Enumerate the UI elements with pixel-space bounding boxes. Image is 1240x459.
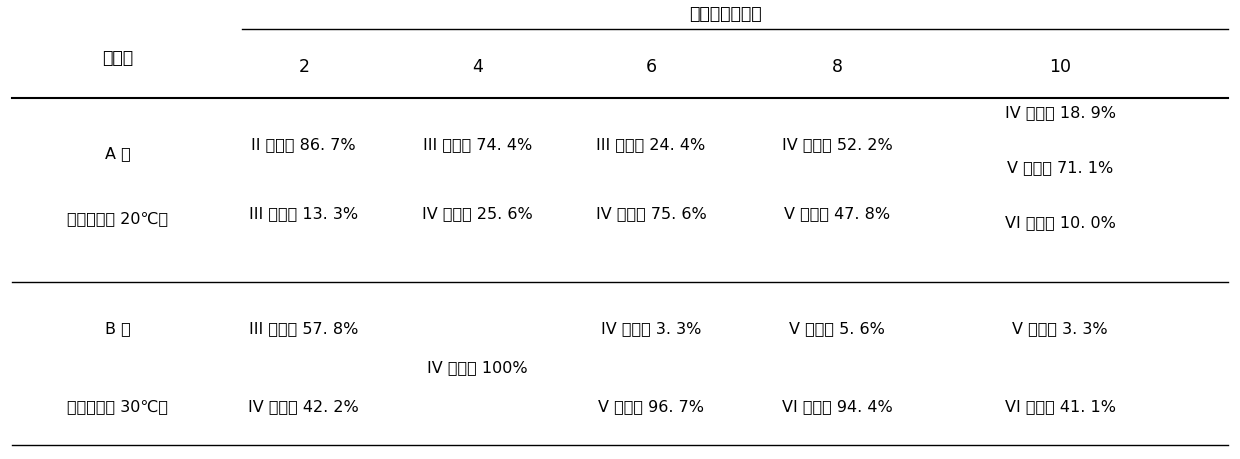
Text: III 期幼虫 24. 4%: III 期幼虫 24. 4% bbox=[596, 137, 706, 152]
Text: V 期幼虫 47. 8%: V 期幼虫 47. 8% bbox=[784, 206, 890, 221]
Text: IV 期幼虫 18. 9%: IV 期幼虫 18. 9% bbox=[1004, 105, 1116, 120]
Text: VI 期幼虫 10. 0%: VI 期幼虫 10. 0% bbox=[1004, 215, 1116, 230]
Text: II 期幼虫 86. 7%: II 期幼虫 86. 7% bbox=[252, 137, 356, 152]
Text: III 期幼虫 57. 8%: III 期幼虫 57. 8% bbox=[249, 321, 358, 336]
Text: （培养温度 30℃）: （培养温度 30℃） bbox=[67, 399, 169, 414]
Text: 实验组: 实验组 bbox=[102, 48, 134, 67]
Text: IV 期幼虫 25. 6%: IV 期幼虫 25. 6% bbox=[422, 206, 533, 221]
Text: IV 期幼虫 3. 3%: IV 期幼虫 3. 3% bbox=[601, 321, 701, 336]
Text: 培养时间（天）: 培养时间（天） bbox=[689, 5, 761, 23]
Text: VI 期幼虫 94. 4%: VI 期幼虫 94. 4% bbox=[781, 399, 893, 414]
Text: V 期幼虫 71. 1%: V 期幼虫 71. 1% bbox=[1007, 160, 1114, 175]
Text: IV 期幼虫 42. 2%: IV 期幼虫 42. 2% bbox=[248, 399, 360, 414]
Text: 2: 2 bbox=[299, 57, 309, 76]
Text: III 期幼虫 13. 3%: III 期幼虫 13. 3% bbox=[249, 206, 358, 221]
Text: V 期幼虫 3. 3%: V 期幼虫 3. 3% bbox=[1012, 321, 1109, 336]
Text: 6: 6 bbox=[646, 57, 656, 76]
Text: IV 期幼虫 100%: IV 期幼虫 100% bbox=[427, 360, 528, 375]
Text: 4: 4 bbox=[472, 57, 482, 76]
Text: V 期幼虫 5. 6%: V 期幼虫 5. 6% bbox=[789, 321, 885, 336]
Text: V 期幼虫 96. 7%: V 期幼虫 96. 7% bbox=[598, 399, 704, 414]
Text: III 期幼虫 74. 4%: III 期幼虫 74. 4% bbox=[423, 137, 532, 152]
Text: IV 期幼虫 75. 6%: IV 期幼虫 75. 6% bbox=[595, 206, 707, 221]
Text: 10: 10 bbox=[1049, 57, 1071, 76]
Text: A 组: A 组 bbox=[105, 146, 130, 161]
Text: IV 期幼虫 52. 2%: IV 期幼虫 52. 2% bbox=[781, 137, 893, 152]
Text: VI 期幼虫 41. 1%: VI 期幼虫 41. 1% bbox=[1004, 399, 1116, 414]
Text: B 组: B 组 bbox=[105, 321, 130, 336]
Text: 8: 8 bbox=[832, 57, 842, 76]
Text: （培养温度 20℃）: （培养温度 20℃） bbox=[67, 211, 169, 225]
